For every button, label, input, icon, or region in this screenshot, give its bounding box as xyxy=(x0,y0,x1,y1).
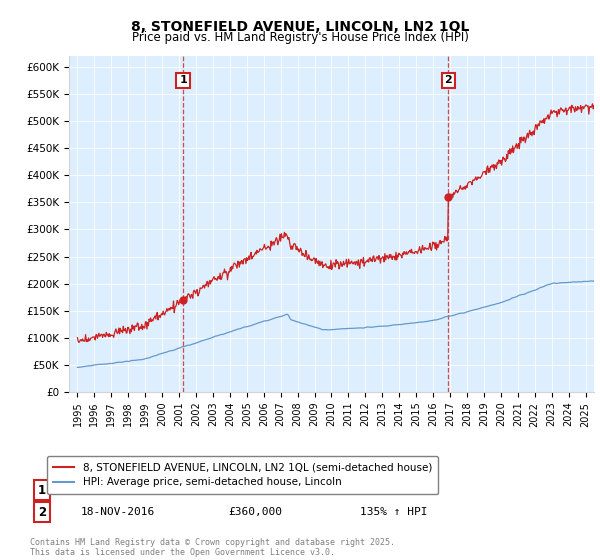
Text: £170,000: £170,000 xyxy=(228,485,282,495)
Text: 8, STONEFIELD AVENUE, LINCOLN, LN2 1QL: 8, STONEFIELD AVENUE, LINCOLN, LN2 1QL xyxy=(131,20,469,34)
Text: 1: 1 xyxy=(179,76,187,85)
Text: 30-MAR-2001: 30-MAR-2001 xyxy=(81,485,155,495)
Text: Contains HM Land Registry data © Crown copyright and database right 2025.
This d: Contains HM Land Registry data © Crown c… xyxy=(30,538,395,557)
Text: 18-NOV-2016: 18-NOV-2016 xyxy=(81,507,155,517)
Text: 239% ↑ HPI: 239% ↑ HPI xyxy=(360,485,427,495)
Text: £360,000: £360,000 xyxy=(228,507,282,517)
Text: 135% ↑ HPI: 135% ↑ HPI xyxy=(360,507,427,517)
Text: Price paid vs. HM Land Registry's House Price Index (HPI): Price paid vs. HM Land Registry's House … xyxy=(131,31,469,44)
Text: 1: 1 xyxy=(38,483,46,497)
Text: 2: 2 xyxy=(38,506,46,519)
Legend: 8, STONEFIELD AVENUE, LINCOLN, LN2 1QL (semi-detached house), HPI: Average price: 8, STONEFIELD AVENUE, LINCOLN, LN2 1QL (… xyxy=(47,456,438,494)
Text: 2: 2 xyxy=(445,76,452,85)
